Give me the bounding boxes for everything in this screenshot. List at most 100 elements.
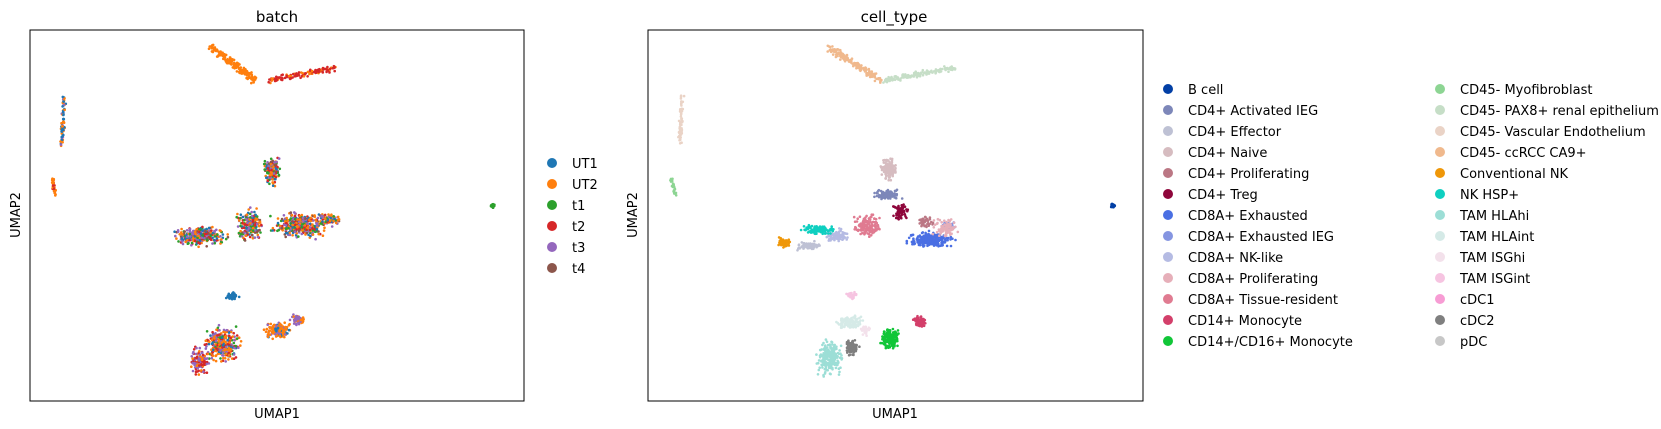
scatter-point — [294, 223, 297, 227]
scatter-point — [52, 187, 56, 190]
scatter-point — [953, 68, 957, 71]
scatter-point — [213, 241, 216, 245]
scatter-point — [938, 218, 942, 222]
scatter-point — [852, 63, 856, 67]
legend-label: TAM ISGhi — [1459, 251, 1525, 266]
scatter-point — [839, 48, 842, 52]
scatter-point — [880, 341, 884, 345]
scatter-point — [201, 358, 204, 361]
scatter-point — [236, 225, 240, 228]
scatter-point — [243, 231, 246, 235]
scatter-point — [275, 78, 279, 82]
scatter-point — [913, 318, 917, 322]
scatter-point — [243, 223, 247, 226]
scatter-point — [213, 337, 216, 340]
scatter-point — [275, 167, 278, 171]
legend-marker — [1435, 210, 1445, 220]
scatter-point — [940, 221, 943, 224]
scatter-point — [174, 234, 177, 238]
scatter-point — [201, 234, 205, 237]
scatter-point — [895, 194, 898, 197]
scatter-point — [933, 223, 937, 226]
scatter-point — [829, 362, 833, 366]
scatter-point — [851, 353, 854, 357]
scatter-point — [943, 219, 946, 222]
scatter-point — [905, 208, 908, 211]
scatter-point — [239, 224, 242, 228]
scatter-point — [218, 329, 221, 332]
scatter-point — [190, 241, 194, 245]
scatter-point — [849, 323, 852, 327]
legend-label: CD45- ccRCC CA9+ — [1460, 146, 1587, 161]
scatter-point — [888, 342, 891, 345]
scatter-point — [241, 215, 245, 219]
scatter-point — [916, 236, 919, 240]
scatter-point — [215, 48, 219, 51]
scatter-point — [831, 53, 835, 56]
legend-label: CD45- Myofibroblast — [1460, 83, 1592, 98]
scatter-point — [307, 233, 310, 237]
scatter-point — [205, 238, 209, 242]
scatter-point — [188, 232, 192, 236]
scatter-point — [881, 191, 885, 195]
scatter-point — [883, 342, 887, 345]
legend-label: t4 — [572, 262, 585, 277]
scatter-point — [786, 243, 789, 247]
scatter-point — [835, 232, 839, 236]
scatter-point — [198, 364, 201, 367]
scatter-point — [854, 326, 858, 329]
scatter-point — [203, 237, 206, 240]
scatter-point — [939, 70, 943, 73]
scatter-point — [890, 334, 894, 337]
scatter-point — [284, 231, 288, 235]
scatter-point — [830, 340, 833, 344]
scatter-point — [243, 218, 246, 222]
scatter-point — [821, 354, 824, 358]
scatter-point — [832, 228, 835, 231]
scatter-points-batch — [50, 43, 496, 376]
scatter-point — [777, 243, 780, 247]
scatter-point — [188, 239, 191, 242]
scatter-point — [262, 162, 266, 166]
scatter-point — [902, 210, 906, 213]
scatter-point — [821, 343, 824, 347]
scatter-point — [829, 232, 832, 235]
scatter-point — [256, 233, 260, 237]
scatter-point — [817, 243, 821, 246]
scatter-point — [60, 125, 64, 128]
scatter-point — [836, 321, 840, 325]
scatter-point — [854, 225, 857, 229]
scatter-point — [935, 238, 938, 242]
scatter-point — [224, 348, 227, 352]
scatter-point — [222, 339, 226, 343]
scatter-point — [329, 216, 333, 220]
scatter-point — [839, 237, 842, 241]
scatter-point — [292, 322, 296, 325]
scatter-point — [285, 221, 288, 225]
scatter-point — [870, 215, 873, 219]
scatter-point — [937, 239, 941, 243]
scatter-point — [900, 197, 904, 200]
scatter-point — [949, 228, 952, 231]
scatter-point — [62, 113, 65, 117]
scatter-point — [256, 235, 260, 239]
scatter-point — [197, 359, 201, 362]
scatter-point — [62, 117, 65, 121]
scatter-point — [892, 214, 895, 218]
legend-marker — [547, 158, 557, 168]
scatter-point — [180, 227, 183, 231]
scatter-point — [833, 354, 837, 357]
scatter-point — [191, 232, 194, 236]
scatter-point — [822, 375, 825, 378]
scatter-point — [190, 243, 193, 247]
scatter-point — [198, 236, 202, 240]
scatter-point — [293, 217, 297, 221]
scatter-point — [222, 57, 226, 60]
scatter-point — [195, 356, 198, 360]
scatter-point — [199, 355, 202, 359]
scatter-point — [255, 207, 258, 210]
scatter-point — [301, 71, 304, 75]
legend-marker — [1435, 147, 1445, 157]
scatter-point — [920, 321, 924, 325]
scatter-point — [274, 335, 278, 338]
